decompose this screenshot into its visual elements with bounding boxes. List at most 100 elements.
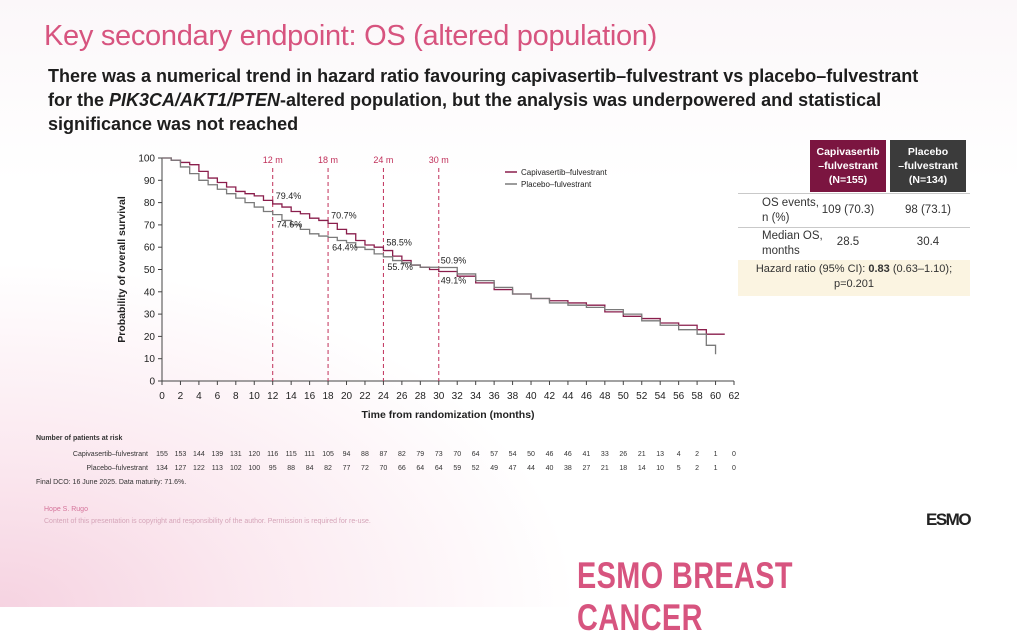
x-tick-label: 44 [562,391,574,402]
x-tick-label: 26 [396,391,408,402]
x-tick-label: 12 [267,391,279,402]
risk-count: 57 [490,451,499,458]
risk-count: 95 [268,465,277,472]
os-events-placebo: 98 (73.1) [904,204,952,216]
y-tick-label: 30 [144,310,156,321]
risk-count: 18 [619,465,628,472]
x-tick-label: 50 [618,391,630,402]
risk-count: 47 [508,465,517,472]
x-tick-label: 22 [359,391,371,402]
risk-count: 82 [397,451,406,458]
risk-row-label-capi: Capivasertib–fulvestrant [72,451,148,458]
risk-count: 144 [193,451,205,458]
y-tick-label: 70 [144,220,156,231]
survival-annotation: 58.5% [386,238,412,248]
risk-count: 1 [713,451,718,458]
placebo-curve [162,157,717,355]
median-os-label: Median OS, months [762,229,823,259]
risk-count: 113 [211,465,223,472]
survival-annotation: 79.4% [276,191,302,201]
x-tick-label: 42 [544,391,556,402]
risk-count: 105 [322,451,334,458]
landmark-label: 12 m [263,155,283,165]
risk-count: 120 [248,451,261,458]
risk-count: 139 [211,451,224,458]
os-events-capi: 109 (70.3) [821,204,875,216]
risk-count: 79 [416,451,425,458]
slide-subtitle: There was a numerical trend in hazard ra… [48,64,928,136]
risk-count: 33 [600,451,609,458]
risk-count: 44 [527,465,535,472]
landmark-label: 24 m [373,155,393,165]
p-value: p=0.201 [833,278,875,290]
x-tick-label: 48 [599,391,611,402]
dco-footnote: Final DCO: 16 June 2025. Data maturity: … [36,479,187,486]
risk-count: 46 [545,451,554,458]
y-tick-label: 10 [144,354,156,365]
risk-count: 0 [732,451,736,458]
x-tick-label: 18 [323,391,335,402]
risk-count: 100 [248,465,261,472]
risk-count: 54 [508,451,517,458]
pla-header-line-3: (N=134) [908,174,948,186]
slide-background [0,0,1017,607]
risk-count: 21 [637,451,646,458]
cap-header-line-3: (N=155) [828,174,868,186]
y-tick-label: 60 [144,243,156,254]
table-header-placebo: Placebo –fulvestrant (N=134) [890,140,966,192]
subtitle-line-3: significance was not reached [48,114,299,134]
x-tick-label: 56 [673,391,685,402]
y-tick-label: 0 [149,377,155,388]
hazard-ratio-value: 0.83 [868,263,890,275]
x-tick-label: 16 [304,391,316,402]
risk-count: 10 [656,465,665,472]
risk-count: 40 [545,465,554,472]
risk-row-label-placebo: Placebo–fulvestrant [86,465,148,472]
presenter-name: Hope S. Rugo [44,506,88,513]
risk-count: 72 [361,465,369,472]
x-tick-label: 40 [525,391,537,402]
risk-count: 70 [379,465,388,472]
hazard-ratio-ci: (0.63–1.10); [889,263,953,275]
x-tick-label: 34 [470,391,482,402]
risk-count: 50 [527,451,535,458]
risk-table-title: Number of patients at risk [36,435,123,442]
landmark-label: 30 m [429,155,449,165]
risk-count: 59 [453,465,462,472]
os-events-label-2: n (%) [762,212,790,224]
risk-count: 131 [229,451,242,458]
subtitle-line-2: for the PIK3CA/AKT1/PTEN-altered populat… [48,88,928,112]
risk-count: 77 [342,465,351,472]
risk-count: 64 [416,465,425,472]
congress-brand: ESMO BREAST CANCER [577,555,793,638]
y-tick-label: 20 [144,332,156,343]
risk-count: 2 [695,451,700,458]
x-tick-label: 58 [692,391,704,402]
x-tick-label: 14 [286,391,298,402]
x-tick-label: 36 [489,391,501,402]
risk-count: 41 [582,451,591,458]
risk-count: 64 [434,465,443,472]
risk-count: 4 [676,451,681,458]
y-tick-label: 90 [144,176,156,187]
x-tick-label: 62 [728,391,740,402]
survival-annotation: 50.9% [441,255,467,265]
landmark-label: 18 m [318,155,338,165]
survival-annotation: 49.1% [441,276,467,286]
hazard-ratio-line: Hazard ratio (95% CI): 0.83 (0.63–1.10); [738,262,970,277]
risk-count: 2 [695,465,700,472]
median-os-label-1: Median OS, [762,230,823,242]
risk-count: 66 [397,465,406,472]
risk-count: 88 [361,451,369,458]
risk-count: 155 [156,451,168,458]
x-tick-label: 38 [507,391,519,402]
os-events-label-1: OS events, [762,197,819,209]
x-tick-label: 10 [249,391,261,402]
x-tick-label: 4 [196,391,202,402]
hazard-ratio-box: Hazard ratio (95% CI): 0.83 (0.63–1.10);… [738,260,970,296]
x-tick-label: 0 [159,391,165,402]
median-os-placebo: 30.4 [916,236,940,248]
survival-annotation: 74.6% [277,220,303,230]
risk-count: 5 [676,465,681,472]
x-tick-label: 8 [233,391,239,402]
